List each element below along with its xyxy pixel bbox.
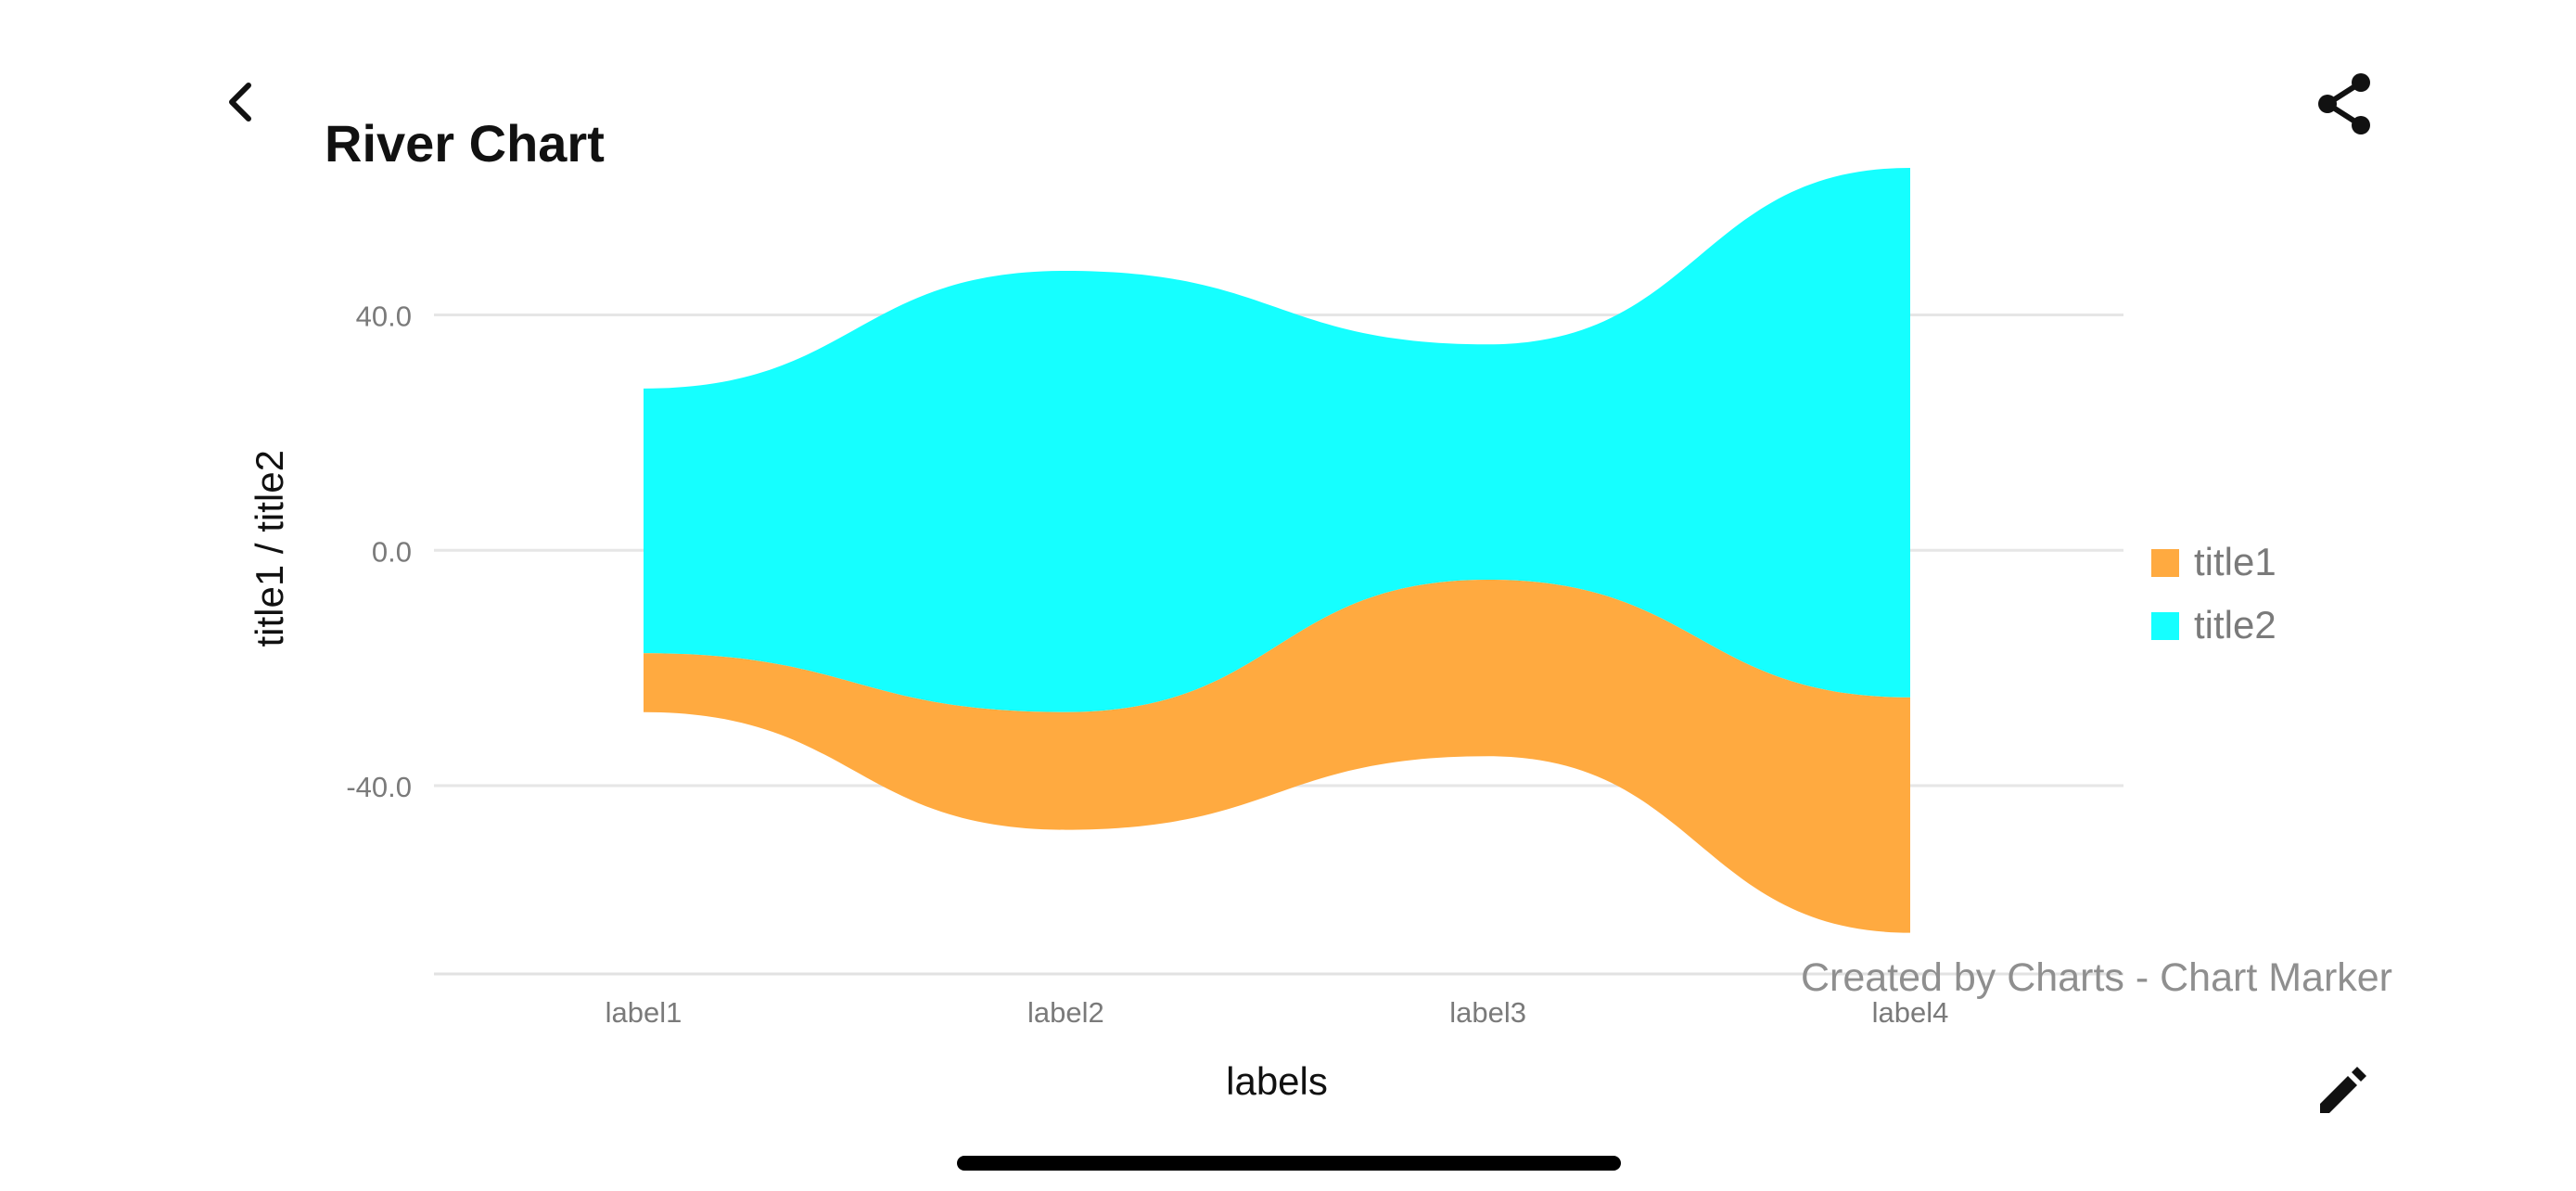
share-button[interactable] [2303, 63, 2385, 145]
page-title: River Chart [325, 114, 605, 173]
back-button[interactable] [206, 67, 276, 137]
legend-swatch [2151, 612, 2179, 640]
x-tick-label: label3 [1449, 996, 1526, 1029]
chevron-left-icon [229, 83, 251, 122]
x-axis-title: labels [1226, 1059, 1328, 1103]
edit-button[interactable] [2303, 1048, 2385, 1130]
x-tick-label: label2 [1027, 996, 1104, 1029]
watermark-text: Created by Charts - Chart Marker [1800, 955, 2392, 1000]
share-icon [2318, 73, 2370, 134]
y-tick-label: 0.0 [372, 535, 412, 568]
x-tick-labels: label1 label2 label3 label4 [606, 996, 1949, 1029]
y-tick-label: -40.0 [346, 771, 412, 803]
legend: title1 title2 [2151, 540, 2276, 647]
y-tick-labels: -40.0 0.0 40.0 [346, 301, 412, 803]
legend-swatch [2151, 549, 2179, 577]
stream-areas [644, 167, 1910, 933]
pencil-icon [2320, 1067, 2366, 1113]
y-axis-title: title1 / title2 [248, 450, 291, 647]
x-tick-label: label4 [1872, 996, 1949, 1029]
series-title2-area [644, 167, 1910, 712]
y-tick-label: 40.0 [356, 301, 412, 333]
legend-label: title2 [2194, 603, 2276, 647]
x-tick-label: label1 [606, 996, 682, 1029]
series-title1-area [644, 580, 1910, 933]
home-indicator [957, 1156, 1621, 1171]
legend-label: title1 [2194, 540, 2276, 583]
